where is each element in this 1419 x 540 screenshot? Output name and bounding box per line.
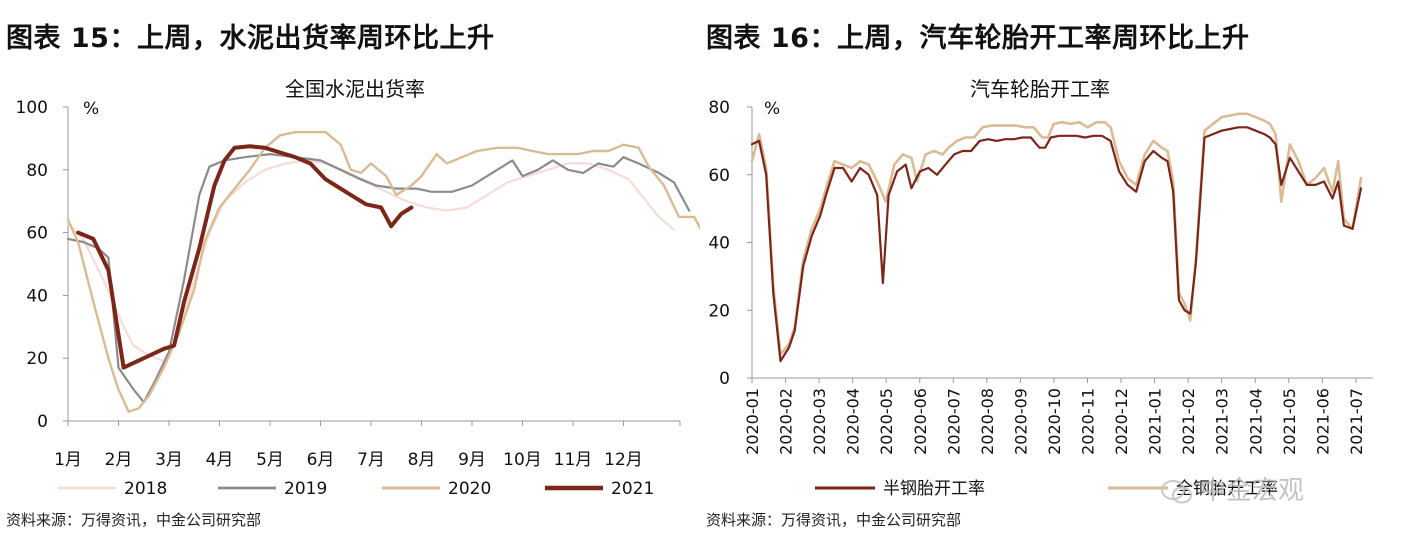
x-tick-label: 2020-04	[844, 388, 863, 455]
legend-label: 全钢胎开工率	[1176, 479, 1278, 499]
y-tick-label: 60	[26, 224, 48, 244]
y-tick-label: 20	[708, 301, 730, 321]
x-tick-label: 2021-01	[1146, 388, 1165, 455]
x-tick-label: 2020-10	[1045, 388, 1064, 455]
right-panel: 图表 16：上周，汽车轮胎开工率周环比上升 汽车轮胎开工率% 0 20 40 60 80 2…	[700, 0, 1419, 540]
x-tick-label: 2021-04	[1246, 388, 1265, 455]
unit-label: %	[83, 99, 99, 119]
legend-label: 2020	[448, 479, 491, 499]
x-tick-label: 2020-02	[777, 388, 796, 455]
x-tick-label: 11月	[554, 450, 593, 470]
chart-title: 全国水泥出货率	[285, 77, 425, 101]
legend-label: 2019	[284, 479, 327, 499]
series-line-2019	[66, 153, 691, 404]
y-tick-label: 80	[26, 161, 48, 181]
x-tick-label: 7月	[357, 450, 385, 470]
x-tick-label: 1月	[54, 450, 82, 470]
series-line-2021	[76, 144, 414, 370]
watermark-text: 中金宏观	[1200, 476, 1305, 506]
left-panel: 图表 15：上周，水泥出货率周环比上升 全国水泥出货率% 0 20 40 60 80 100…	[0, 0, 700, 540]
x-tick-label: 2021-05	[1280, 388, 1299, 455]
x-tick-label: 2021-03	[1213, 388, 1232, 455]
series-line-2020	[66, 130, 700, 413]
source-note: 资料来源：万得资讯，中金公司研究部	[706, 511, 962, 529]
legend-label: 2021	[611, 479, 654, 499]
cement-shipment-chart: 全国水泥出货率% 0 20 40 60 80 100 1月 2月 3月 4月 5月 6月 7月 8月 9月 10…	[16, 77, 700, 499]
x-tick-label: 2020-05	[877, 388, 896, 455]
x-tick-label: 2021-02	[1179, 388, 1198, 455]
x-tick-label: 2020-12	[1112, 388, 1131, 455]
series-line-全钢胎开工率	[750, 112, 1363, 356]
x-tick-label: 12月	[604, 450, 643, 470]
x-tick-label: 2021-07	[1347, 388, 1366, 455]
figure-title: 图表 15：上周，水泥出货率周环比上升	[6, 23, 495, 54]
x-tick-label: 9月	[458, 450, 486, 470]
x-tick-label: 2020-09	[1011, 388, 1030, 455]
series-line-半钢胎开工率	[750, 126, 1363, 363]
x-tick-label: 2020-03	[810, 388, 829, 455]
legend-label: 半钢胎开工率	[883, 479, 985, 499]
tire-operating-rate-chart: 汽车轮胎开工率% 0 20 40 60 80 2020-01 2020-02 2020-03 20…	[708, 77, 1373, 499]
y-tick-label: 0	[37, 412, 48, 432]
y-tick-label: 60	[708, 166, 730, 186]
y-tick-label: 20	[26, 349, 48, 369]
y-tick-label: 40	[708, 234, 730, 254]
y-tick-label: 100	[16, 98, 48, 118]
x-tick-label: 2020-06	[911, 388, 930, 455]
y-tick-label: 0	[719, 369, 730, 389]
x-tick-label: 4月	[206, 450, 234, 470]
x-tick-label: 6月	[307, 450, 335, 470]
x-tick-label: 2月	[105, 450, 133, 470]
x-tick-label: 2020-07	[944, 388, 963, 455]
x-tick-label: 2021-06	[1313, 388, 1332, 455]
chart-title: 汽车轮胎开工率	[970, 77, 1110, 101]
x-tick-label: 2020-08	[978, 388, 997, 455]
x-tick-label: 8月	[408, 450, 436, 470]
watermark: 中金宏观	[1160, 470, 1304, 507]
x-tick-label: 10月	[503, 450, 542, 470]
y-tick-label: 40	[26, 286, 48, 306]
figure-title: 图表 16：上周，汽车轮胎开工率周环比上升	[706, 23, 1250, 54]
x-tick-label: 3月	[155, 450, 183, 470]
wechat-icon	[1161, 479, 1192, 503]
x-tick-label: 5月	[256, 450, 284, 470]
source-note: 资料来源：万得资讯，中金公司研究部	[6, 511, 262, 529]
y-tick-label: 80	[708, 98, 730, 118]
x-tick-label: 2020-11	[1079, 388, 1098, 455]
legend-label: 2018	[124, 479, 167, 499]
x-tick-label: 2020-01	[743, 388, 762, 455]
series-line-2018	[66, 159, 676, 363]
unit-label: %	[764, 99, 780, 119]
